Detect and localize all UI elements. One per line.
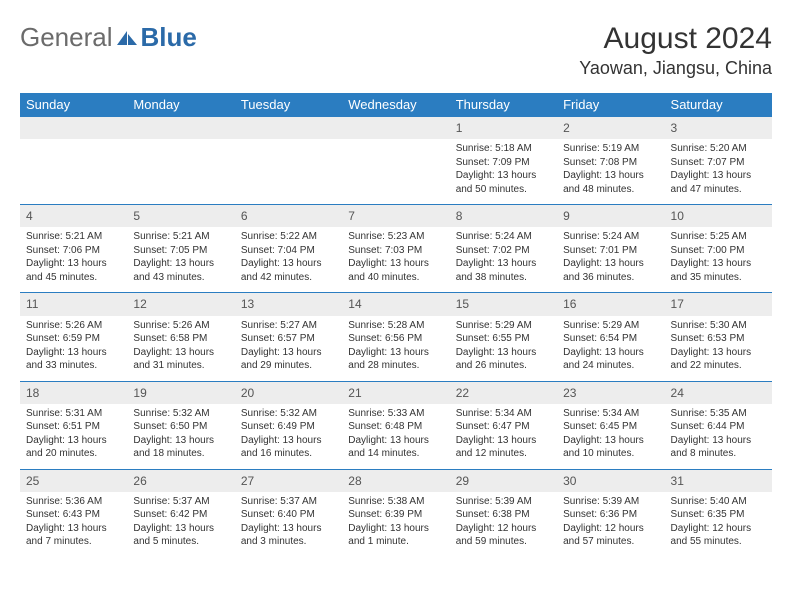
day-number-cell: 24 <box>665 381 772 404</box>
day-info-cell: Sunrise: 5:23 AMSunset: 7:03 PMDaylight:… <box>342 227 449 293</box>
day-number-row: 25262728293031 <box>20 469 772 492</box>
day-number-cell: 6 <box>235 205 342 228</box>
day-number-cell: 31 <box>665 469 772 492</box>
day-info-cell <box>127 139 234 205</box>
location: Yaowan, Jiangsu, China <box>579 58 772 79</box>
day-info-cell: Sunrise: 5:29 AMSunset: 6:55 PMDaylight:… <box>450 316 557 382</box>
title-block: August 2024 Yaowan, Jiangsu, China <box>579 22 772 79</box>
day-header: Wednesday <box>342 93 449 117</box>
day-header: Monday <box>127 93 234 117</box>
day-info-cell: Sunrise: 5:32 AMSunset: 6:50 PMDaylight:… <box>127 404 234 470</box>
month-title: August 2024 <box>579 22 772 56</box>
day-number-row: 18192021222324 <box>20 381 772 404</box>
day-number-row: 123 <box>20 117 772 140</box>
day-number-cell: 5 <box>127 205 234 228</box>
day-header: Tuesday <box>235 93 342 117</box>
day-info-cell: Sunrise: 5:31 AMSunset: 6:51 PMDaylight:… <box>20 404 127 470</box>
day-info-cell: Sunrise: 5:36 AMSunset: 6:43 PMDaylight:… <box>20 492 127 557</box>
day-info-cell: Sunrise: 5:27 AMSunset: 6:57 PMDaylight:… <box>235 316 342 382</box>
day-number-cell: 7 <box>342 205 449 228</box>
day-number-cell: 29 <box>450 469 557 492</box>
logo-blue: Blue <box>141 22 197 53</box>
day-number-cell: 25 <box>20 469 127 492</box>
day-info-cell: Sunrise: 5:39 AMSunset: 6:36 PMDaylight:… <box>557 492 664 557</box>
day-number-cell: 30 <box>557 469 664 492</box>
day-info-cell: Sunrise: 5:24 AMSunset: 7:01 PMDaylight:… <box>557 227 664 293</box>
day-info-cell: Sunrise: 5:28 AMSunset: 6:56 PMDaylight:… <box>342 316 449 382</box>
day-number-cell: 19 <box>127 381 234 404</box>
day-number-cell: 23 <box>557 381 664 404</box>
day-info-cell: Sunrise: 5:32 AMSunset: 6:49 PMDaylight:… <box>235 404 342 470</box>
day-number-cell: 27 <box>235 469 342 492</box>
day-header: Friday <box>557 93 664 117</box>
day-number-cell: 15 <box>450 293 557 316</box>
day-info-cell: Sunrise: 5:26 AMSunset: 6:58 PMDaylight:… <box>127 316 234 382</box>
day-info-cell: Sunrise: 5:39 AMSunset: 6:38 PMDaylight:… <box>450 492 557 557</box>
day-info-row: Sunrise: 5:31 AMSunset: 6:51 PMDaylight:… <box>20 404 772 470</box>
day-info-cell: Sunrise: 5:33 AMSunset: 6:48 PMDaylight:… <box>342 404 449 470</box>
day-number-cell <box>20 117 127 140</box>
day-info-cell: Sunrise: 5:30 AMSunset: 6:53 PMDaylight:… <box>665 316 772 382</box>
day-info-cell: Sunrise: 5:29 AMSunset: 6:54 PMDaylight:… <box>557 316 664 382</box>
day-number-cell: 10 <box>665 205 772 228</box>
day-number-cell: 4 <box>20 205 127 228</box>
day-number-cell: 22 <box>450 381 557 404</box>
day-info-cell: Sunrise: 5:35 AMSunset: 6:44 PMDaylight:… <box>665 404 772 470</box>
day-info-cell: Sunrise: 5:34 AMSunset: 6:45 PMDaylight:… <box>557 404 664 470</box>
day-number-cell: 26 <box>127 469 234 492</box>
day-number-cell: 12 <box>127 293 234 316</box>
day-number-cell <box>235 117 342 140</box>
day-header: Thursday <box>450 93 557 117</box>
day-info-cell: Sunrise: 5:19 AMSunset: 7:08 PMDaylight:… <box>557 139 664 205</box>
day-header: Saturday <box>665 93 772 117</box>
day-number-cell: 9 <box>557 205 664 228</box>
day-info-cell <box>235 139 342 205</box>
day-number-cell: 14 <box>342 293 449 316</box>
day-info-cell: Sunrise: 5:22 AMSunset: 7:04 PMDaylight:… <box>235 227 342 293</box>
day-header: Sunday <box>20 93 127 117</box>
day-number-cell: 16 <box>557 293 664 316</box>
day-info-cell: Sunrise: 5:18 AMSunset: 7:09 PMDaylight:… <box>450 139 557 205</box>
day-number-cell: 28 <box>342 469 449 492</box>
day-number-cell: 8 <box>450 205 557 228</box>
day-number-cell: 18 <box>20 381 127 404</box>
day-info-cell: Sunrise: 5:37 AMSunset: 6:42 PMDaylight:… <box>127 492 234 557</box>
day-number-row: 45678910 <box>20 205 772 228</box>
day-info-cell: Sunrise: 5:34 AMSunset: 6:47 PMDaylight:… <box>450 404 557 470</box>
day-info-row: Sunrise: 5:21 AMSunset: 7:06 PMDaylight:… <box>20 227 772 293</box>
calendar-header-row: SundayMondayTuesdayWednesdayThursdayFrid… <box>20 93 772 117</box>
day-info-cell: Sunrise: 5:21 AMSunset: 7:05 PMDaylight:… <box>127 227 234 293</box>
day-number-row: 11121314151617 <box>20 293 772 316</box>
day-number-cell: 3 <box>665 117 772 140</box>
day-number-cell: 1 <box>450 117 557 140</box>
logo: General Blue <box>20 22 197 53</box>
day-info-cell: Sunrise: 5:25 AMSunset: 7:00 PMDaylight:… <box>665 227 772 293</box>
day-number-cell <box>127 117 234 140</box>
day-info-cell: Sunrise: 5:26 AMSunset: 6:59 PMDaylight:… <box>20 316 127 382</box>
day-number-cell: 11 <box>20 293 127 316</box>
calendar-body: 123 Sunrise: 5:18 AMSunset: 7:09 PMDayli… <box>20 117 772 557</box>
day-info-cell: Sunrise: 5:24 AMSunset: 7:02 PMDaylight:… <box>450 227 557 293</box>
page-header: General Blue August 2024 Yaowan, Jiangsu… <box>20 22 772 79</box>
day-number-cell: 21 <box>342 381 449 404</box>
day-info-cell: Sunrise: 5:20 AMSunset: 7:07 PMDaylight:… <box>665 139 772 205</box>
day-info-row: Sunrise: 5:36 AMSunset: 6:43 PMDaylight:… <box>20 492 772 557</box>
day-info-cell: Sunrise: 5:21 AMSunset: 7:06 PMDaylight:… <box>20 227 127 293</box>
day-number-cell: 2 <box>557 117 664 140</box>
logo-general: General <box>20 22 113 53</box>
day-info-cell: Sunrise: 5:37 AMSunset: 6:40 PMDaylight:… <box>235 492 342 557</box>
calendar-table: SundayMondayTuesdayWednesdayThursdayFrid… <box>20 93 772 557</box>
day-info-row: Sunrise: 5:18 AMSunset: 7:09 PMDaylight:… <box>20 139 772 205</box>
day-info-cell <box>20 139 127 205</box>
logo-sail-icon <box>115 29 139 47</box>
day-number-cell: 17 <box>665 293 772 316</box>
day-info-cell: Sunrise: 5:40 AMSunset: 6:35 PMDaylight:… <box>665 492 772 557</box>
day-number-cell <box>342 117 449 140</box>
day-number-cell: 13 <box>235 293 342 316</box>
day-info-row: Sunrise: 5:26 AMSunset: 6:59 PMDaylight:… <box>20 316 772 382</box>
day-info-cell <box>342 139 449 205</box>
day-info-cell: Sunrise: 5:38 AMSunset: 6:39 PMDaylight:… <box>342 492 449 557</box>
day-number-cell: 20 <box>235 381 342 404</box>
